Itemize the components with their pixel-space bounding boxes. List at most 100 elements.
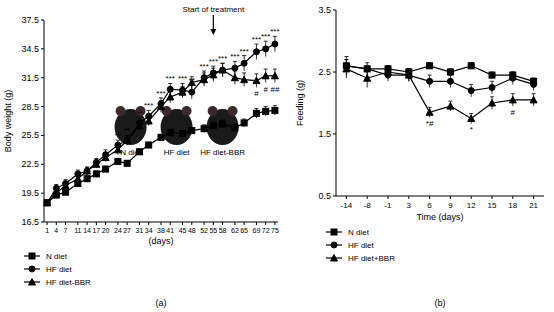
legend: N dietHF dietHF diet-BBR: [24, 252, 91, 287]
significance: ***: [178, 74, 187, 83]
x-tick-label: 20: [102, 227, 110, 234]
y-tick-label: 2.5: [318, 67, 331, 77]
x-tick: [367, 196, 368, 199]
x-tick: [471, 196, 472, 199]
marker: [489, 72, 495, 78]
legend: N dietHF dietHF diet+BBR: [326, 228, 395, 263]
y-tick-label: 22.5: [21, 159, 39, 169]
x-tick-label: 3: [407, 201, 412, 210]
series-line: [346, 66, 533, 82]
error-cap: [448, 101, 452, 102]
error-cap: [242, 72, 246, 73]
error-cap: [181, 86, 185, 87]
marker: [103, 166, 109, 172]
y-tick-label: 31.5: [21, 73, 39, 83]
legend-label: HF diet: [348, 241, 375, 250]
legend-label: N diet: [46, 252, 68, 261]
x-tick-label: 9: [448, 201, 453, 210]
significance: **: [136, 109, 142, 118]
y-tick: [41, 20, 44, 21]
panel: 16.519.522.525.528.531.534.537.514711141…: [3, 5, 280, 308]
x-tick: [429, 196, 430, 199]
marker: [447, 69, 453, 75]
significance: #: [254, 89, 259, 98]
error-cap: [264, 106, 268, 107]
marker: [468, 88, 474, 94]
x-tick: [148, 222, 149, 225]
marker: [262, 72, 269, 79]
y-tick: [333, 134, 336, 135]
error-cap: [511, 93, 515, 94]
panel-label: (a): [156, 298, 167, 308]
marker: [468, 115, 475, 122]
marker: [62, 182, 69, 189]
x-tick: [127, 222, 128, 225]
figure: 16.519.522.525.528.531.534.537.514711141…: [0, 0, 554, 312]
marker: [263, 46, 269, 52]
x-tick-label: 15: [488, 201, 497, 210]
marker: [364, 75, 371, 82]
marker: [241, 76, 248, 83]
x-tick: [492, 196, 493, 199]
x-tick: [265, 222, 266, 225]
marker: [331, 242, 337, 248]
x-tick-label: 7: [64, 227, 68, 234]
panel-label: (b): [435, 298, 446, 308]
marker: [468, 63, 474, 69]
significance: ***: [270, 27, 279, 36]
error-cap: [511, 72, 515, 73]
y-axis: [44, 20, 45, 222]
error-cap: [365, 62, 369, 63]
marker: [63, 189, 69, 195]
error-cap: [532, 93, 536, 94]
x-tick-label: 58: [219, 227, 227, 234]
y-tick: [333, 10, 336, 11]
y-tick-label: 16.5: [21, 217, 39, 227]
marker: [253, 110, 259, 116]
y-tick-label: 0.5: [318, 191, 331, 201]
annotation: Start of treatment: [182, 5, 245, 14]
x-tick: [213, 222, 214, 225]
y-axis: [336, 10, 337, 196]
y-tick-label: 1.5: [318, 129, 331, 139]
error-cap: [233, 70, 237, 71]
mouse-ear: [182, 106, 192, 116]
x-tick: [274, 222, 275, 225]
significance: #: [511, 108, 516, 117]
x-tick-label: 31: [136, 227, 144, 234]
x-tick-label: 65: [240, 227, 248, 234]
marker: [489, 85, 495, 91]
x-tick: [96, 222, 97, 225]
legend-label: HF diet: [46, 265, 73, 274]
marker: [136, 149, 142, 155]
error-cap: [344, 56, 348, 57]
x-tick-label: 12: [467, 201, 476, 210]
significance: ***: [252, 35, 261, 44]
significance: ***: [218, 54, 227, 63]
marker: [74, 175, 81, 182]
marker: [343, 65, 350, 72]
marker: [93, 171, 99, 177]
marker: [447, 78, 453, 84]
marker: [44, 199, 51, 206]
error-cap: [273, 105, 277, 106]
image-label: N diet: [120, 148, 142, 157]
y-tick: [333, 72, 336, 73]
marker: [167, 130, 173, 136]
error-cap: [490, 81, 494, 82]
y-tick-label: 25.5: [21, 130, 39, 140]
x-tick: [139, 222, 140, 225]
x-tick: [346, 196, 347, 199]
mouse-ear: [116, 106, 126, 116]
significance: ***: [230, 52, 239, 61]
marker: [201, 76, 208, 83]
marker: [102, 154, 109, 161]
x-tick: [222, 222, 223, 225]
y-tick-label: 19.5: [21, 188, 39, 198]
x-tick: [182, 222, 183, 225]
error-cap: [344, 59, 348, 60]
marker: [509, 96, 516, 103]
x-tick: [408, 196, 409, 199]
error-cap: [211, 68, 215, 69]
error-cap: [511, 72, 515, 73]
